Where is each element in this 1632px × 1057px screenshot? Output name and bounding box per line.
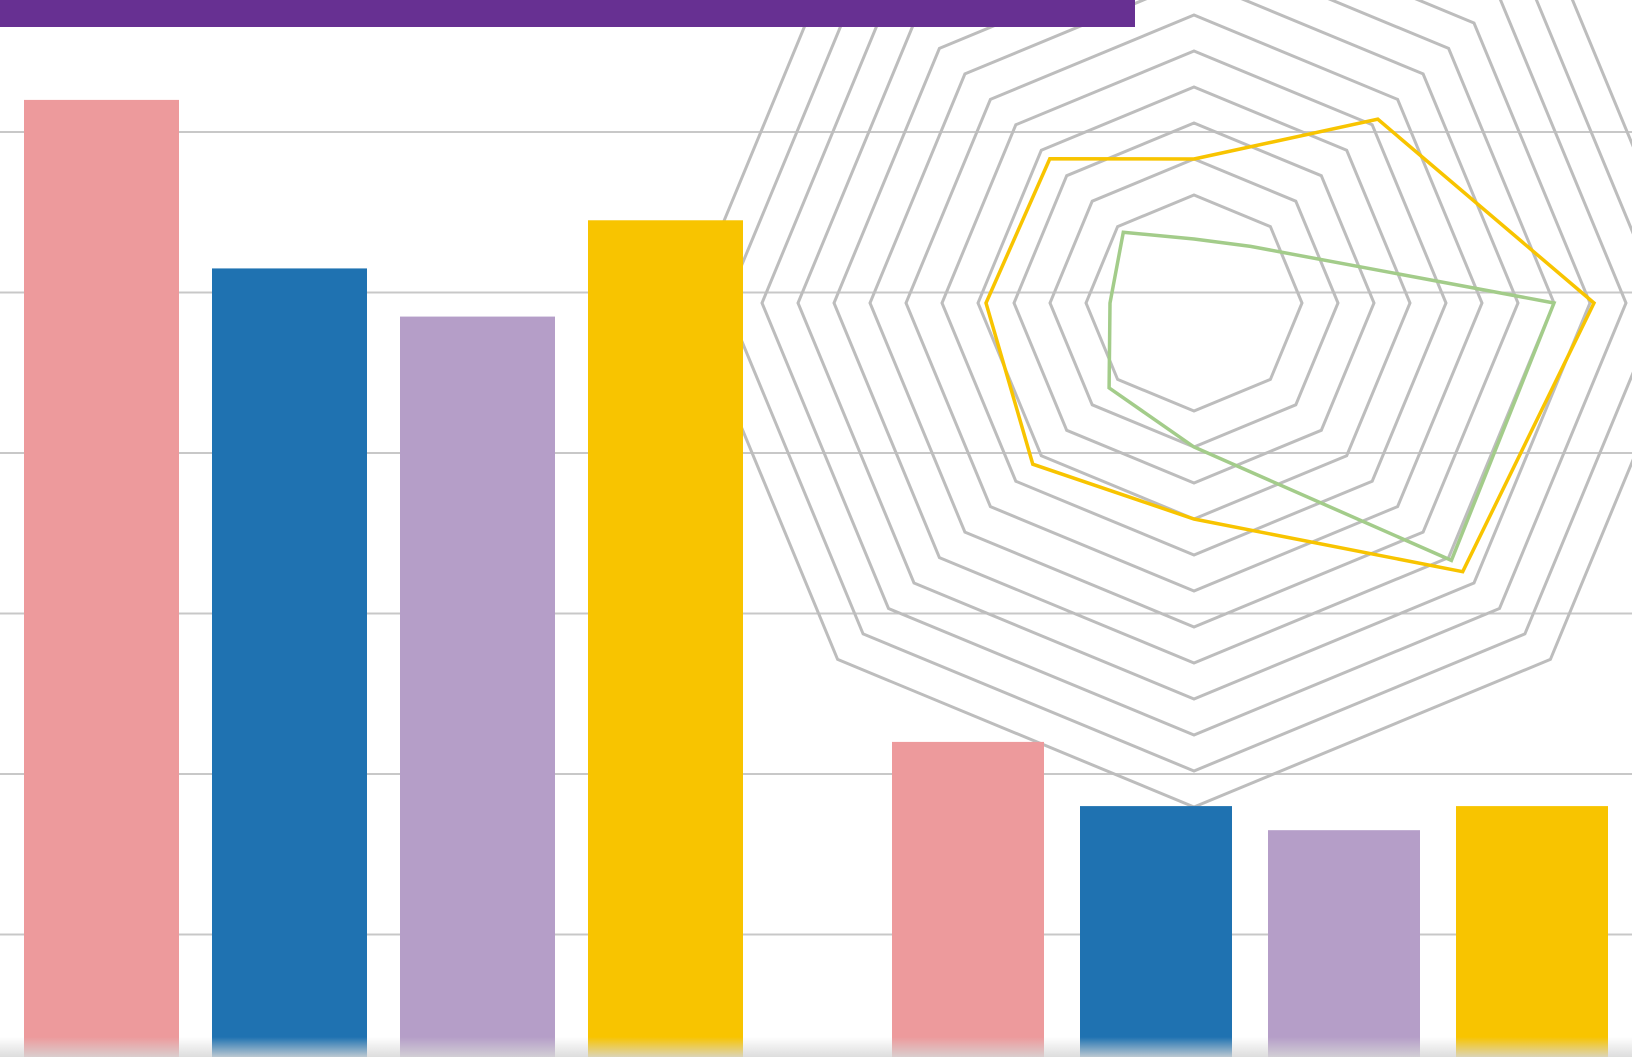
radar-grid-ring <box>1012 121 1376 485</box>
bar-g1-s1 <box>24 99 179 1057</box>
bar-g2-s4 <box>1456 806 1608 1057</box>
radar-grid-ring <box>724 0 1632 773</box>
radar-grid-ring <box>940 49 1448 557</box>
radar-grid-ring <box>760 0 1628 737</box>
radar-grid-ring <box>976 85 1412 521</box>
radar-series-line-1 <box>984 117 1597 574</box>
bar-g2-s3 <box>1268 830 1420 1057</box>
bar-g1-s2 <box>212 268 367 1057</box>
radar-grid-ring <box>1084 193 1304 413</box>
top-banner <box>0 0 1135 27</box>
radar-series-line-2 <box>1107 230 1557 563</box>
bar-series-group <box>24 99 1608 1057</box>
radar-series-group <box>984 117 1597 574</box>
radar-grid-ring <box>904 13 1484 593</box>
radar-grid-ring <box>832 0 1556 665</box>
radar-grid-ring <box>796 0 1592 701</box>
radar-grid-ring <box>1048 157 1340 449</box>
bar-g1-s4 <box>588 220 743 1057</box>
bar-g2-s1 <box>892 741 1044 1057</box>
bar-g2-s2 <box>1080 806 1232 1057</box>
bar-g1-s3 <box>400 316 555 1057</box>
radar-grid-ring <box>868 0 1520 629</box>
radar-grid <box>688 0 1632 809</box>
